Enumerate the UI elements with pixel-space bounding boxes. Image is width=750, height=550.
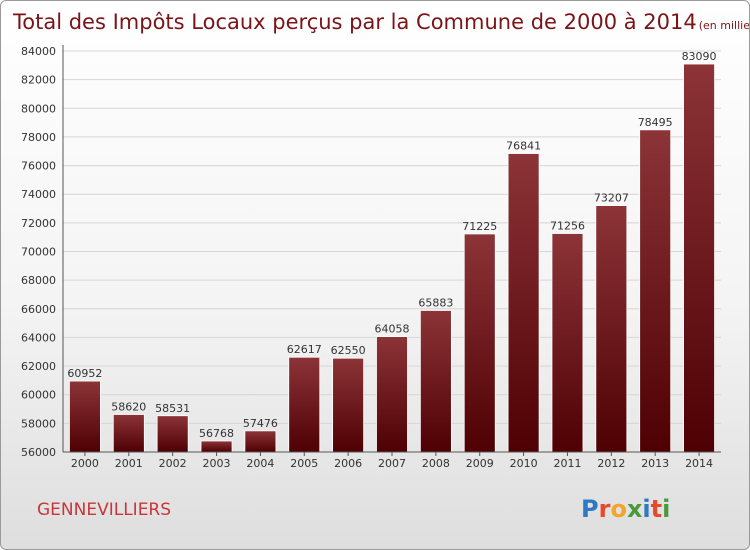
- bar-2003: [200, 440, 233, 453]
- y-tick-label: 56000: [21, 446, 56, 459]
- x-tick-label-2004: 2004: [246, 457, 274, 470]
- y-tick-label: 78000: [21, 131, 56, 144]
- y-tick-label: 70000: [21, 246, 56, 259]
- bar-2002: [156, 415, 189, 453]
- y-tick-label: 58000: [21, 417, 56, 430]
- y-tick-label: 66000: [21, 303, 56, 316]
- value-label-2006: 62550: [331, 344, 366, 357]
- y-tick-label: 82000: [21, 74, 56, 87]
- value-label-2007: 64058: [375, 323, 410, 336]
- x-tick-label-2007: 2007: [378, 457, 406, 470]
- bar-2009: [463, 233, 496, 453]
- x-tick-label-2002: 2002: [159, 457, 187, 470]
- logo-letter: t: [651, 495, 662, 523]
- value-label-2013: 78495: [638, 116, 673, 129]
- bar-2011: [551, 233, 584, 453]
- value-label-2009: 71225: [462, 220, 497, 233]
- axes: [62, 45, 721, 453]
- y-tick-label: 64000: [21, 331, 56, 344]
- bar-2001: [112, 414, 145, 453]
- logo-letter: x: [627, 495, 643, 523]
- value-label-2012: 73207: [594, 192, 629, 205]
- bar-2008: [419, 310, 452, 453]
- x-tick-label-2012: 2012: [597, 457, 625, 470]
- logo-letter: i: [662, 495, 670, 523]
- city-name: GENNEVILLIERS: [37, 500, 171, 520]
- bar-2012: [595, 205, 628, 453]
- bar-2004: [244, 430, 277, 453]
- x-tick-label-2006: 2006: [334, 457, 362, 470]
- value-labels: 60952 58620 58531 56768 57476 62617 62550 64058…: [67, 50, 716, 440]
- y-tick-label: 80000: [21, 102, 56, 115]
- y-tick-label: 72000: [21, 217, 56, 230]
- x-axis-ticks: 2000 2001 2002 2003 2004 2005 2006 2007 2008 2009…: [71, 452, 713, 470]
- bar-2000: [69, 380, 101, 453]
- bar-2007: [376, 336, 408, 453]
- value-label-2001: 58620: [111, 400, 146, 413]
- value-label-2004: 57476: [243, 417, 278, 430]
- value-label-2005: 62617: [287, 343, 322, 356]
- y-tick-label: 62000: [21, 360, 56, 373]
- logo-letter: P: [581, 495, 599, 523]
- x-tick-label-2008: 2008: [422, 457, 450, 470]
- bar-2006: [332, 357, 365, 453]
- value-label-2003: 56768: [199, 427, 234, 440]
- bars: [69, 63, 715, 453]
- y-tick-label: 60000: [21, 389, 56, 402]
- x-tick-label-2005: 2005: [290, 457, 318, 470]
- x-tick-label-2003: 2003: [203, 457, 231, 470]
- bar-2014: [683, 63, 715, 453]
- chart-title: Total des Impôts Locaux perçus par la Co…: [12, 10, 749, 34]
- value-label-2002: 58531: [155, 402, 190, 415]
- y-tick-label: 68000: [21, 274, 56, 287]
- x-tick-label-2014: 2014: [685, 457, 713, 470]
- y-axis-ticks: 56000 58000 60000 62000 64000 66000 68000 70000…: [21, 45, 56, 459]
- bar-2010: [507, 153, 540, 453]
- x-tick-label-2010: 2010: [510, 457, 538, 470]
- bar-2005: [288, 356, 321, 453]
- x-tick-label-2001: 2001: [115, 457, 143, 470]
- x-tick-label-2013: 2013: [641, 457, 669, 470]
- y-tick-label: 76000: [21, 160, 56, 173]
- chart-title-unit: (en milliers d'€): [699, 19, 749, 32]
- chart-title-main: Total des Impôts Locaux perçus par la Co…: [12, 10, 697, 34]
- value-label-2010: 76841: [506, 140, 541, 153]
- y-tick-label: 74000: [21, 188, 56, 201]
- logo-letter: i: [642, 495, 650, 523]
- value-label-2008: 65883: [418, 296, 453, 309]
- value-label-2014: 83090: [682, 50, 717, 63]
- logo-letter: o: [610, 495, 627, 523]
- value-label-2000: 60952: [67, 367, 102, 380]
- proxiti-logo: Proxiti: [581, 495, 670, 523]
- x-tick-label-2000: 2000: [71, 457, 99, 470]
- bar-2013: [639, 129, 672, 453]
- y-tick-label: 84000: [21, 45, 56, 58]
- logo-letter: r: [599, 495, 611, 523]
- x-tick-label-2009: 2009: [466, 457, 494, 470]
- x-tick-label-2011: 2011: [553, 457, 581, 470]
- value-label-2011: 71256: [550, 220, 585, 233]
